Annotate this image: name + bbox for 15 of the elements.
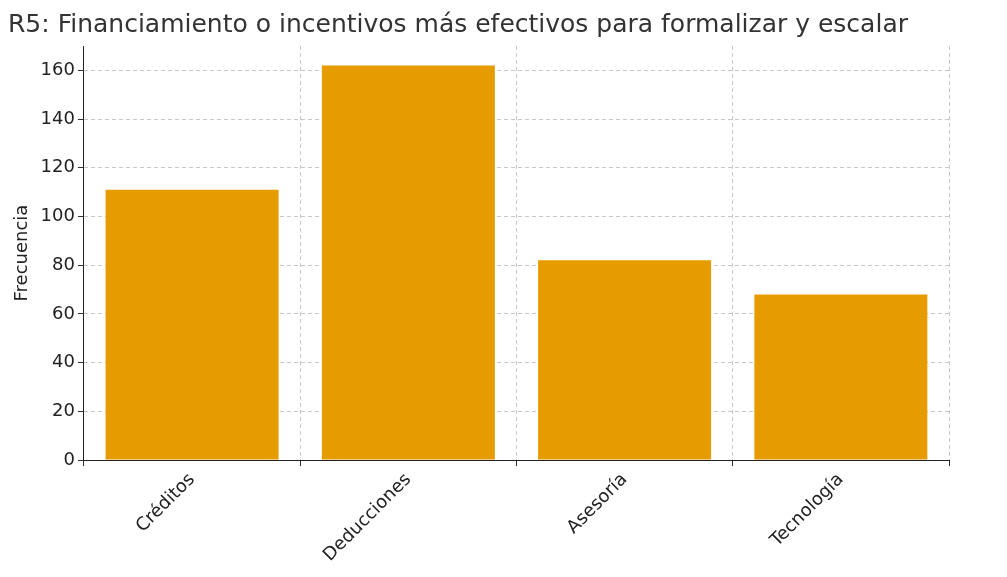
y-tick-label: 80: [52, 252, 75, 274]
y-tick-label: 0: [63, 447, 75, 469]
chart-title: R5: Financiamiento o incentivos más efectivos para formalizar y escalar: [8, 8, 909, 38]
y-tick-label: 140: [40, 106, 75, 128]
y-tick-label: 160: [40, 58, 75, 80]
y-tick-label: 60: [52, 301, 75, 323]
bar: [321, 65, 495, 460]
y-axis-title: Frecuencia: [10, 204, 32, 302]
y-tick-label: 20: [52, 399, 75, 421]
y-tick-label: 120: [40, 155, 75, 177]
y-tick-label: 100: [40, 204, 75, 226]
bar: [754, 294, 928, 460]
bar: [538, 260, 712, 460]
bar: [105, 189, 279, 460]
y-tick-label: 40: [52, 350, 75, 372]
